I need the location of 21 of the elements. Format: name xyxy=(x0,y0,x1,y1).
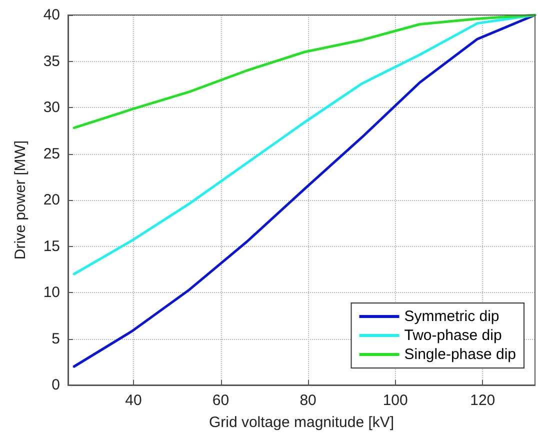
x-axis-title: Grid voltage magnitude [kV] xyxy=(208,414,394,431)
y-tick-label: 0 xyxy=(52,376,60,394)
y-tick-label: 35 xyxy=(43,52,60,70)
line-series xyxy=(72,14,536,368)
x-tick-label: 60 xyxy=(212,392,230,409)
y-tick-label: 10 xyxy=(43,284,60,301)
legend-label: Symmetric dip xyxy=(404,308,500,325)
x-tick-label: 120 xyxy=(470,392,496,409)
legend-label: Two-phase dip xyxy=(404,327,502,344)
y-axis-title: Drive power [MW] xyxy=(12,140,29,260)
x-tick-label: 100 xyxy=(382,392,408,409)
y-tick-label: 30 xyxy=(43,99,60,116)
y-tick-label: 20 xyxy=(43,192,60,208)
y-tick-label: 40 xyxy=(43,6,60,24)
legend-label: Single-phase dip xyxy=(404,346,516,363)
x-tick-label: 40 xyxy=(125,392,142,409)
x-tick-label: 80 xyxy=(300,392,316,409)
line-series xyxy=(72,14,536,130)
y-tick-label: 15 xyxy=(43,238,60,255)
y-tick-label: 25 xyxy=(43,145,60,162)
y-tick-label: 5 xyxy=(52,330,60,348)
